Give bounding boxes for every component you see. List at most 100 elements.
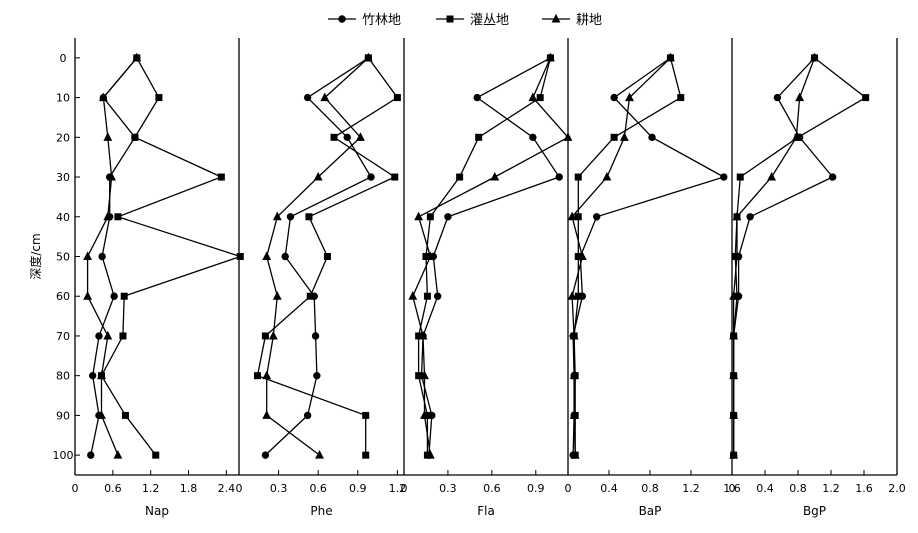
data-point — [423, 292, 431, 300]
data-point — [444, 213, 452, 221]
x-tick-label: 0.9 — [527, 482, 545, 495]
data-point — [320, 92, 330, 102]
data-point — [567, 211, 577, 221]
data-point — [420, 370, 429, 380]
y-tick-label: 10 — [56, 92, 70, 105]
legend-marker — [446, 15, 454, 23]
data-point — [862, 94, 870, 102]
y-tick-label: 100 — [53, 449, 74, 462]
data-point — [426, 213, 434, 221]
data-point — [574, 292, 582, 300]
data-point — [391, 173, 399, 181]
data-point — [363, 52, 373, 62]
x-tick-label: 2.4 — [218, 482, 236, 495]
data-point — [262, 410, 272, 419]
data-point — [313, 171, 323, 181]
data-point — [98, 92, 108, 102]
data-point — [729, 291, 739, 300]
x-axis-label: BaP — [639, 504, 662, 518]
x-axis-label: Phe — [310, 504, 332, 518]
series-line — [86, 57, 138, 456]
data-point — [610, 133, 618, 141]
data-point — [569, 370, 579, 380]
data-point — [574, 173, 582, 181]
data-point — [415, 372, 423, 380]
series-line — [732, 57, 816, 456]
x-tick-label: 0 — [401, 482, 408, 495]
data-point — [563, 132, 573, 141]
x-tick-label: 0 — [729, 482, 736, 495]
data-point — [286, 213, 295, 221]
data-point — [569, 410, 579, 419]
data-point — [217, 173, 225, 181]
y-tick-label: 90 — [56, 409, 70, 422]
data-point — [610, 93, 618, 102]
data-point — [110, 292, 118, 300]
data-point — [473, 93, 481, 102]
data-point — [95, 332, 103, 340]
x-tick-label: 0.4 — [600, 482, 618, 495]
data-point — [306, 292, 314, 300]
data-point — [88, 371, 97, 380]
x-tick-label: 0 — [236, 482, 243, 495]
x-tick-label: 0.6 — [309, 482, 327, 495]
data-point — [98, 252, 106, 261]
data-point — [236, 253, 244, 260]
data-point — [261, 451, 270, 459]
data-point — [791, 132, 801, 141]
series-line — [417, 57, 552, 456]
data-point — [131, 133, 139, 141]
y-tick-label: 30 — [56, 171, 70, 184]
x-tick-label: 0.4 — [756, 482, 774, 495]
y-tick-label: 50 — [56, 251, 70, 264]
legend-label: 耕地 — [576, 12, 602, 28]
data-point — [120, 292, 128, 300]
y-tick-label: 70 — [56, 330, 70, 343]
data-point — [155, 94, 163, 102]
data-point — [602, 171, 612, 181]
data-point — [729, 330, 739, 340]
data-point — [107, 171, 117, 181]
data-point — [574, 213, 582, 221]
data-point — [536, 94, 544, 102]
data-point — [121, 411, 129, 419]
data-point — [262, 370, 272, 380]
data-point — [356, 132, 365, 141]
legend-marker — [551, 13, 561, 23]
data-point — [569, 330, 579, 340]
data-point — [418, 330, 428, 340]
data-point — [281, 252, 289, 261]
data-point — [83, 291, 93, 300]
x-tick-label: 1.6 — [723, 482, 741, 495]
data-point — [555, 173, 563, 181]
data-point — [729, 450, 739, 459]
series-line — [420, 57, 561, 456]
data-point — [313, 371, 321, 380]
data-point — [393, 94, 401, 102]
legend-label: 灌丛地 — [470, 13, 509, 28]
data-point — [546, 52, 555, 62]
data-point — [268, 330, 278, 340]
data-point — [152, 451, 160, 459]
data-point — [425, 450, 435, 459]
data-point — [262, 251, 272, 260]
legend-label: 竹林地 — [362, 13, 401, 28]
data-point — [529, 133, 537, 142]
data-point — [625, 92, 634, 102]
data-point — [666, 52, 675, 62]
x-tick-label: 0.8 — [789, 482, 807, 495]
x-axis-label: Nap — [145, 504, 169, 518]
data-point — [746, 213, 754, 221]
data-point — [577, 251, 587, 260]
data-point — [773, 93, 782, 102]
data-point — [97, 370, 106, 380]
x-tick-label: 2.0 — [888, 482, 906, 495]
x-tick-label: 0 — [565, 482, 572, 495]
data-point — [83, 251, 93, 260]
data-point — [362, 451, 370, 459]
data-point — [593, 213, 601, 221]
data-point — [367, 173, 375, 181]
data-point — [305, 213, 313, 221]
